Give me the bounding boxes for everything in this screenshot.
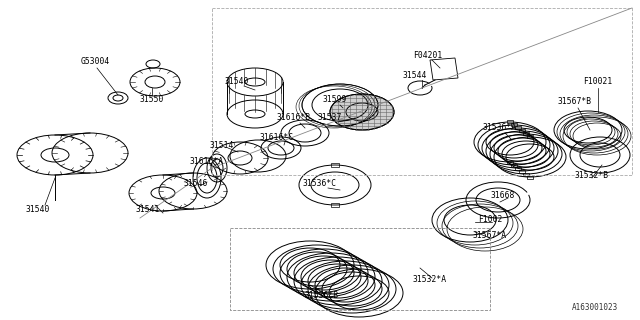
Text: 31537: 31537 — [318, 114, 342, 123]
Text: 31536*A: 31536*A — [483, 124, 517, 132]
Text: 31544: 31544 — [403, 70, 427, 79]
Text: 31514: 31514 — [210, 140, 234, 149]
Text: 31616*A: 31616*A — [190, 157, 224, 166]
Text: 31546: 31546 — [184, 179, 208, 188]
Text: 31668: 31668 — [491, 190, 515, 199]
Text: G53004: G53004 — [81, 58, 109, 67]
Text: 31540: 31540 — [225, 77, 249, 86]
Text: 31550: 31550 — [140, 95, 164, 105]
Text: 31567*B: 31567*B — [558, 98, 592, 107]
Text: 31536*C: 31536*C — [303, 179, 337, 188]
Text: 31541: 31541 — [136, 205, 160, 214]
Text: F10021: F10021 — [584, 77, 612, 86]
Text: F04201: F04201 — [413, 51, 443, 60]
Text: 31532*A: 31532*A — [413, 276, 447, 284]
Text: 31532*B: 31532*B — [575, 171, 609, 180]
Text: A163001023: A163001023 — [572, 303, 618, 312]
Text: 31567*A: 31567*A — [473, 230, 507, 239]
Text: 31540: 31540 — [26, 205, 50, 214]
Text: 31616*C: 31616*C — [260, 133, 294, 142]
Text: 31616*B: 31616*B — [277, 114, 311, 123]
Text: F1002: F1002 — [478, 215, 502, 225]
Text: 31536*B: 31536*B — [305, 291, 339, 300]
Text: 31599: 31599 — [323, 95, 347, 105]
Ellipse shape — [330, 94, 394, 130]
